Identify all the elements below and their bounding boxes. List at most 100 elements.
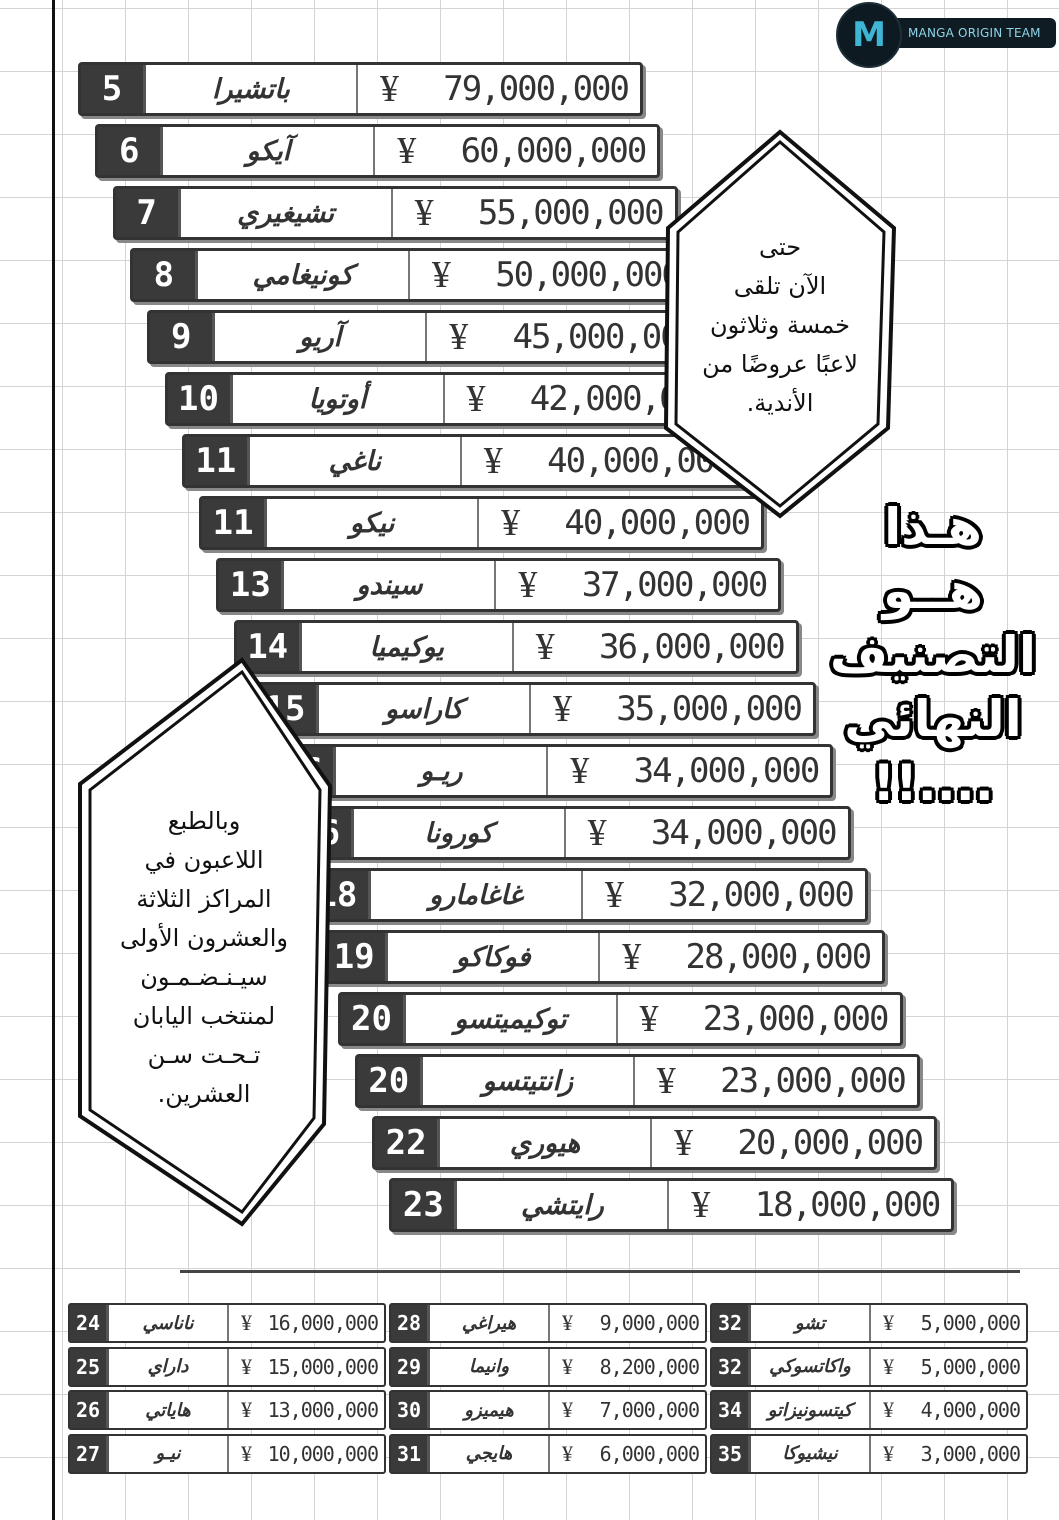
rank-badge: 20 <box>340 995 406 1043</box>
ranking-row: 16ريـو¥34,000,000 <box>268 744 834 798</box>
salary-value: ¥13,000,000 <box>229 1392 384 1428</box>
ranking-row: 11 نيكو ¥40,000,000 <box>199 496 765 550</box>
ranking-row-small: 26 هاياتي ¥13,000,000 <box>68 1390 386 1430</box>
ranking-row-small: 32 تشو ¥5,000,000 <box>710 1303 1028 1343</box>
player-name: ناناسي <box>109 1305 229 1341</box>
salary-value: ¥23,000,000 <box>618 995 900 1043</box>
salary-amount: 37,000,000 <box>581 565 769 605</box>
rank-badge: 6 <box>98 127 164 175</box>
salary-value: ¥9,000,000 <box>550 1305 705 1341</box>
rank-badge: 32 <box>712 1305 751 1341</box>
player-name: كيتسونيزاتو <box>751 1392 871 1428</box>
ranking-row-small: 35 نيشيوكا ¥3,000,000 <box>710 1433 1028 1474</box>
ranking-row: 14 يوكيميا ¥36,000,000 <box>233 620 799 674</box>
player-name: نيكو <box>267 499 480 547</box>
player-name: زانتيتسو <box>423 1057 635 1105</box>
salary-amount: 55,000,000 <box>477 193 665 233</box>
player-name: نيـو <box>109 1435 229 1472</box>
rank-badge: 19 <box>323 933 389 981</box>
ranking-row: 19 فوكاكو ¥28,000,000 <box>320 930 886 984</box>
player-name: كونيغامي <box>198 251 410 299</box>
ranking-row-small: 30 هيميزو ¥7,000,000 <box>389 1390 707 1430</box>
salary-value: ¥40,000,000 <box>479 499 761 547</box>
salary-value: ¥55,000,000 <box>393 189 675 237</box>
salary-amount: 36,000,000 <box>598 627 786 667</box>
rank-badge: 14 <box>236 623 302 671</box>
ranking-row: 6 آيكو ¥60,000,000 <box>95 124 661 178</box>
salary-amount: 5,000,000 <box>920 1354 1021 1379</box>
player-name: تشيغيري <box>181 189 393 237</box>
rank-badge: 27 <box>70 1435 109 1472</box>
yen-icon: ¥ <box>241 1440 252 1466</box>
yen-icon: ¥ <box>570 750 590 792</box>
logo-text: MANGA ORIGIN TEAM <box>876 18 1056 48</box>
salary-amount: 50,000,000 <box>495 255 682 295</box>
salary-value: ¥5,000,000 <box>871 1349 1026 1385</box>
rank-badge: 32 <box>712 1348 751 1385</box>
salary-amount: 6,000,000 <box>599 1441 700 1466</box>
ranking-row: 20 زانتيتسو ¥23,000,000 <box>354 1054 920 1108</box>
player-name: هايجي <box>430 1435 550 1472</box>
player-name: غاغامارو <box>371 871 583 919</box>
player-name: داراي <box>109 1348 229 1385</box>
player-name: ناغي <box>250 437 462 485</box>
player-name: وانيما <box>430 1348 550 1385</box>
yen-icon: ¥ <box>691 1184 711 1226</box>
yen-icon: ¥ <box>656 1060 676 1102</box>
ranking-row-small: 27 نيـو ¥10,000,000 <box>68 1433 386 1474</box>
player-name: باتشيرا <box>146 65 358 113</box>
salary-amount: 3,000,000 <box>920 1441 1021 1466</box>
salary-amount: 8,200,000 <box>599 1354 700 1379</box>
yen-icon: ¥ <box>622 936 642 978</box>
salary-value: ¥15,000,000 <box>229 1349 384 1385</box>
player-name: هيوري <box>440 1119 653 1167</box>
yen-icon: ¥ <box>562 1397 573 1422</box>
salary-value: ¥34,000,000 <box>548 747 830 795</box>
ranking-row-small: 24 ناناسي ¥16,000,000 <box>68 1303 386 1343</box>
rank-badge: 8 <box>132 251 198 299</box>
salary-value: ¥16,000,000 <box>229 1305 384 1341</box>
ranking-row: 18 غاغامارو ¥32,000,000 <box>302 868 868 922</box>
player-name: هاياتي <box>109 1392 229 1428</box>
salary-amount: 32,000,000 <box>668 875 855 915</box>
yen-icon: ¥ <box>449 316 469 358</box>
salary-amount: 13,000,000 <box>267 1398 379 1422</box>
rank-badge: 28 <box>391 1305 430 1341</box>
rank-badge: 11 <box>202 499 268 547</box>
player-name: أوتويا <box>233 375 445 423</box>
salary-value: ¥36,000,000 <box>514 623 796 671</box>
final-ranking-title: هـذا هــو التصنيف النهائي ....!! <box>830 498 1036 812</box>
player-name: رايتشي <box>457 1181 670 1229</box>
salary-amount: 23,000,000 <box>702 999 890 1039</box>
bubble-top-text: حتى الآن تلقى خمسة وثلاثون لاعبًا عروضًا… <box>702 233 858 417</box>
yen-icon: ¥ <box>466 378 486 420</box>
ranking-row-small: 34 كيتسونيزاتو ¥4,000,000 <box>710 1390 1028 1430</box>
ranking-row: 13 سيندو ¥37,000,000 <box>216 558 782 612</box>
yen-icon: ¥ <box>380 68 399 110</box>
speech-bubble-top: حتى الآن تلقى خمسة وثلاثون لاعبًا عروضًا… <box>662 128 898 520</box>
player-name: آريو <box>215 313 428 361</box>
player-name: آيكو <box>163 127 376 175</box>
ranking-row-small: 25 داراي ¥15,000,000 <box>68 1346 386 1387</box>
player-name: تشو <box>751 1305 871 1341</box>
yen-icon: ¥ <box>562 1353 573 1379</box>
salary-value: ¥35,000,000 <box>531 685 813 733</box>
salary-value: ¥18,000,000 <box>669 1181 951 1229</box>
salary-value: ¥8,200,000 <box>550 1349 705 1385</box>
salary-amount: 16,000,000 <box>267 1311 379 1335</box>
yen-icon: ¥ <box>518 564 538 606</box>
player-name: هيميزو <box>430 1392 550 1428</box>
yen-icon: ¥ <box>562 1310 573 1335</box>
salary-amount: 40,000,000 <box>564 503 751 543</box>
yen-icon: ¥ <box>674 1122 694 1164</box>
ranking-row: 15 كاراسو ¥35,000,000 <box>251 682 816 736</box>
yen-icon: ¥ <box>535 626 555 668</box>
player-name: سيندو <box>284 561 497 609</box>
yen-icon: ¥ <box>553 688 572 730</box>
ranking-row-small: 28 هيراغي ¥9,000,000 <box>389 1303 707 1343</box>
ranking-row: 8 كونيغامي ¥50,000,000 <box>129 248 695 302</box>
rank-badge: 22 <box>375 1119 441 1167</box>
ranking-row: 20 توكيميتسو ¥23,000,000 <box>337 992 903 1046</box>
salary-value: ¥37,000,000 <box>496 561 778 609</box>
rank-badge: 10 <box>167 375 233 423</box>
